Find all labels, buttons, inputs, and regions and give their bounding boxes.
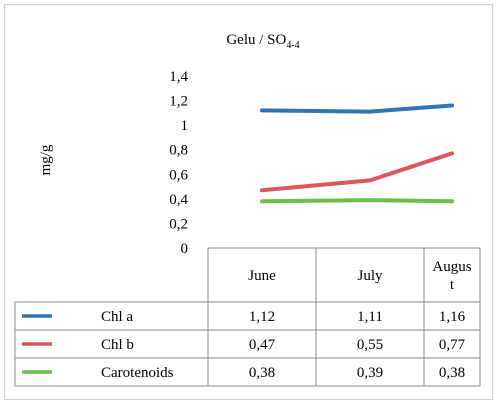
- x-tick-label: t: [450, 277, 455, 293]
- y-axis-label: mg/g: [38, 144, 54, 175]
- table-cell-value: 0,39: [357, 365, 383, 381]
- table-cell-value: 1,12: [249, 309, 275, 325]
- y-axis: 0 0,2 0,4 0,6 0,8 1 1,2 1,4: [169, 69, 188, 257]
- plot-area: [260, 103, 454, 204]
- y-tick-label: 0,2: [169, 216, 188, 232]
- y-tick-label: 0: [181, 241, 189, 257]
- series-line: [260, 103, 454, 114]
- y-tick-label: 0,8: [169, 143, 188, 159]
- x-tick-label: Augus: [432, 259, 471, 275]
- x-tick-label: July: [357, 268, 383, 284]
- chart-title: Gelu / SO4-4: [226, 32, 299, 51]
- series-line: [260, 151, 454, 193]
- table-cell-value: 0,38: [439, 365, 465, 381]
- table-cell-value: 0,55: [357, 337, 383, 353]
- series-name: Chl a: [101, 309, 133, 325]
- series-name: Chl b: [101, 337, 134, 353]
- y-tick-label: 0,4: [169, 192, 188, 208]
- y-tick-label: 1: [181, 118, 189, 134]
- chart-frame: [4, 4, 493, 400]
- series-line: [260, 198, 454, 204]
- chart-title-main: Gelu / SO: [226, 32, 286, 48]
- data-table: June July Augus t Chl a 1,12 1,11 1,16 Chl b 0,47…: [14, 247, 481, 387]
- chart-title-subscript: 4-4: [286, 40, 299, 51]
- table-cell-value: 1,11: [357, 309, 383, 325]
- x-tick-label: June: [248, 268, 276, 284]
- series-name: Carotenoids: [101, 365, 174, 381]
- y-tick-label: 0,6: [169, 167, 188, 183]
- table-cell-value: 0,38: [249, 365, 275, 381]
- y-tick-label: 1,2: [169, 94, 188, 110]
- table-cell-value: 0,47: [249, 337, 276, 353]
- table-cell-value: 0,77: [439, 337, 466, 353]
- y-tick-label: 1,4: [169, 69, 188, 85]
- table-cell-value: 1,16: [439, 309, 466, 325]
